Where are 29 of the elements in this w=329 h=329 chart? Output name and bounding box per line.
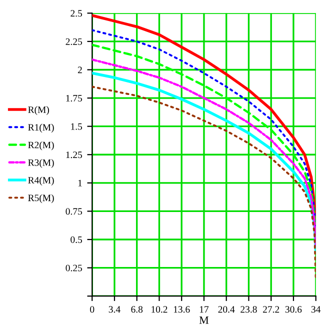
legend-label: R1(M): [28, 124, 54, 133]
x-tick-label: 3.4: [108, 306, 120, 313]
y-tick-label: 0.5: [70, 236, 82, 244]
legend-label: R2(M): [28, 141, 54, 150]
x-tick-label: 30.6: [285, 306, 302, 313]
y-tick-label: 1.25: [66, 152, 82, 158]
x-tick-label: 13.6: [174, 306, 190, 313]
y-tick-label: 2.5: [70, 10, 82, 17]
line-series: [92, 86, 316, 280]
x-tick-label: 17: [200, 306, 209, 313]
legend-label: R4(M): [28, 176, 54, 186]
y-tick-label: 2: [78, 66, 82, 74]
x-tick-label: 23.8: [240, 306, 257, 313]
x-tick-label: 10.2: [152, 306, 168, 313]
legend-label: R(M): [28, 106, 49, 116]
y-tick-label: 1: [78, 180, 82, 186]
x-tick-label: 27.2: [263, 306, 280, 313]
x-axis-title: M: [199, 316, 209, 324]
x-tick-label: 6.8: [131, 306, 143, 313]
x-tick-label: 0: [90, 306, 94, 313]
x-tick-label: 34: [311, 306, 321, 313]
y-tick-label: 0.75: [66, 208, 82, 215]
legend-label: R5(M): [28, 194, 54, 204]
y-tick-label: 2.25: [66, 38, 82, 45]
legend-label: R3(M): [28, 159, 54, 168]
y-tick-label: 0.25: [66, 264, 82, 272]
x-tick-label: 20.4: [218, 306, 235, 313]
y-tick-label: 1.5: [71, 123, 82, 130]
y-tick-label: 1.75: [66, 94, 82, 102]
